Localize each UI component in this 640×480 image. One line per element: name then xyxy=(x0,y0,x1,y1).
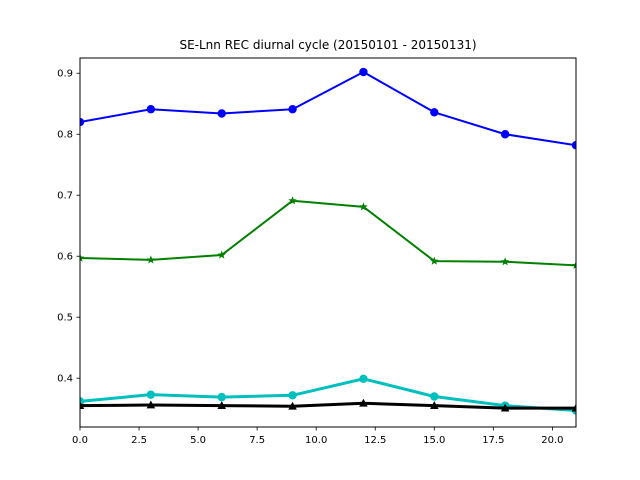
series-2-point xyxy=(288,391,297,400)
series-3-point xyxy=(430,401,439,410)
x-axis: 0.0 2.5 5.0 7.5 10.0 12.5 15.0 17.5 20.0 xyxy=(72,427,564,446)
series-1-point xyxy=(500,257,510,266)
series-3-point xyxy=(217,401,226,410)
series-0 xyxy=(80,67,576,150)
series-1-line xyxy=(80,199,576,267)
x-tick-label: 5.0 xyxy=(190,435,206,446)
series-0-point xyxy=(217,109,226,118)
series-2-point xyxy=(430,392,439,401)
series-1-point xyxy=(217,250,226,259)
series-1-point xyxy=(571,260,576,270)
series-3 xyxy=(80,398,576,412)
series-2-line xyxy=(80,377,576,413)
series-3-point xyxy=(288,401,297,410)
x-tick-label: 15.0 xyxy=(423,435,445,446)
y-tick-label: 0.6 xyxy=(57,252,73,263)
series-1-point xyxy=(146,255,156,264)
series-1-point xyxy=(80,253,85,262)
series-0-point xyxy=(359,67,368,77)
series-0-line xyxy=(80,71,576,147)
series-0-point xyxy=(571,141,576,150)
y-tick-label: 0.9 xyxy=(57,69,73,80)
series-2-point xyxy=(146,390,156,399)
x-tick-label: 20.0 xyxy=(541,435,563,446)
series-3-point xyxy=(359,398,368,407)
series-2 xyxy=(80,374,576,415)
plot-area xyxy=(80,67,576,415)
series-0-point xyxy=(80,117,85,127)
x-tick-label: 12.5 xyxy=(364,435,386,446)
series-3-point xyxy=(500,403,510,412)
y-tick-label: 0.8 xyxy=(57,130,73,141)
x-tick-label: 2.5 xyxy=(131,435,147,446)
y-tick-label: 0.7 xyxy=(57,191,73,202)
y-tick-label: 0.5 xyxy=(57,313,73,324)
series-3-point xyxy=(80,401,85,410)
x-tick-label: 0.0 xyxy=(72,435,88,446)
series-3-line xyxy=(80,401,576,410)
x-tick-label: 7.5 xyxy=(249,435,265,446)
series-3-point xyxy=(146,400,156,409)
series-1 xyxy=(80,196,576,270)
series-0-point xyxy=(146,105,156,114)
series-0-point xyxy=(500,130,510,139)
y-tick-label: 0.4 xyxy=(57,374,73,385)
series-2-point xyxy=(217,392,226,402)
plot-frame xyxy=(79,57,577,428)
x-tick-label: 17.5 xyxy=(482,435,504,446)
series-2-point xyxy=(359,374,368,384)
chart-title: SE-Lnn REC diurnal cycle (20150101 - 201… xyxy=(179,38,476,52)
series-0-point xyxy=(288,105,297,114)
series-1-point xyxy=(430,256,439,265)
x-tick-label: 10.0 xyxy=(305,435,327,446)
y-axis: 0.4 0.5 0.6 0.7 0.8 0.9 xyxy=(57,69,80,385)
series-3-point xyxy=(571,403,576,412)
series-1-point xyxy=(288,196,297,205)
series-1-point xyxy=(359,202,368,211)
series-0-point xyxy=(430,108,439,117)
